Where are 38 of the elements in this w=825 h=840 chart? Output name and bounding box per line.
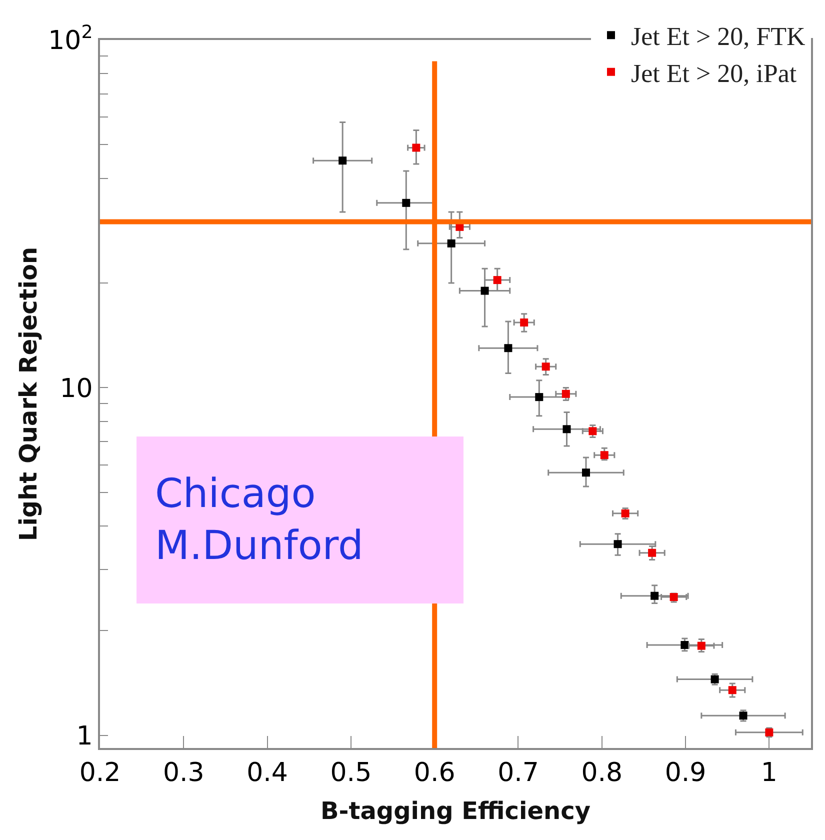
point bbox=[650, 592, 659, 600]
annotation: Chicago M.Dunford bbox=[155, 471, 364, 569]
point bbox=[680, 640, 689, 649]
legend-label: Jet Et > 20, iPat bbox=[631, 59, 798, 88]
x-tick-label: 0.6 bbox=[414, 758, 456, 788]
point bbox=[338, 156, 347, 165]
point bbox=[480, 286, 489, 295]
point bbox=[614, 540, 622, 548]
y-tick-label: 10 bbox=[60, 374, 93, 404]
point bbox=[504, 344, 512, 352]
point bbox=[542, 362, 550, 371]
point bbox=[728, 686, 736, 694]
x-tick-label: 0.5 bbox=[330, 758, 372, 788]
point bbox=[648, 548, 656, 557]
x-tick-label: 0.8 bbox=[581, 758, 623, 788]
x-tick-label: 0.3 bbox=[162, 758, 204, 788]
point bbox=[447, 239, 456, 248]
point bbox=[562, 425, 571, 434]
x-tick-label: 0.9 bbox=[664, 758, 706, 788]
legend-label: Jet Et > 20, FTK bbox=[631, 22, 806, 52]
point bbox=[582, 468, 590, 477]
point bbox=[588, 427, 597, 436]
x-axis-title: B-tagging Efficiency bbox=[320, 797, 591, 825]
point bbox=[562, 390, 570, 398]
point bbox=[493, 276, 502, 284]
y-tick-label: 10$^{2}$ bbox=[48, 22, 93, 56]
point bbox=[697, 642, 706, 650]
point bbox=[412, 144, 420, 152]
y-tick-label: 1 bbox=[76, 722, 93, 752]
x-tick-label: 0.4 bbox=[246, 758, 288, 788]
point bbox=[402, 198, 410, 207]
point bbox=[535, 393, 544, 402]
y-axis-title: Light Quark Rejection bbox=[14, 246, 43, 542]
x-tick-label: 0.2 bbox=[79, 758, 121, 788]
x-tick-label: 0.7 bbox=[498, 758, 539, 788]
point bbox=[520, 318, 528, 326]
point bbox=[600, 451, 608, 460]
x-tick-label: 1 bbox=[760, 758, 778, 788]
